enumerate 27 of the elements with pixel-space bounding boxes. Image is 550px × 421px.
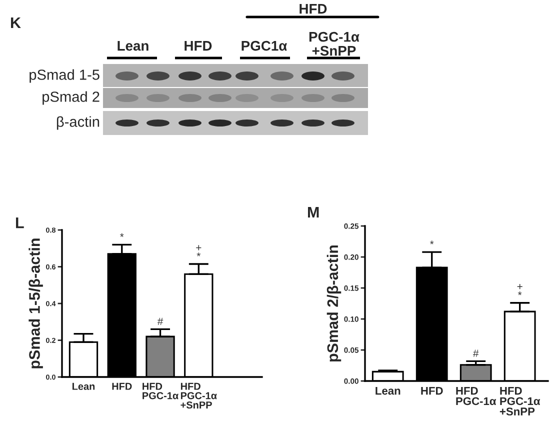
chart-title: M	[308, 207, 319, 218]
text: PGC1α	[242, 40, 288, 51]
text: pSmad 1-5	[30, 69, 100, 83]
text: HFD	[300, 4, 327, 14]
text: PGC-1α +SnPP	[309, 32, 360, 56]
annotation: + *	[517, 284, 522, 296]
x-tick-label: HFD	[421, 386, 443, 395]
text: pSmad 2	[42, 91, 100, 105]
annotation: *	[430, 240, 434, 244]
text: Lean	[118, 41, 148, 51]
x-tick-label: HFD PGC-1α	[142, 382, 179, 400]
text: K	[11, 17, 21, 28]
annotation: #	[157, 318, 164, 325]
text: HFD	[184, 41, 212, 51]
annotation: #	[473, 350, 479, 357]
x-tick-label: HFD PGC-1α	[456, 386, 496, 406]
y-axis-title: pSmad 2/β-actin	[326, 245, 342, 362]
text: β-actin	[56, 116, 100, 130]
x-tick-label: HFD PGC-1α +SnPP	[500, 386, 540, 416]
annotation: + *	[196, 245, 202, 256]
x-tick-label: HFD PGC-1α +SnPP	[180, 382, 217, 409]
annotation: *	[120, 233, 124, 237]
chart-title: L	[16, 218, 24, 228]
x-tick-label: Lean	[376, 386, 400, 395]
x-tick-label: HFD	[112, 382, 132, 390]
y-axis-title: pSmad 1-5/β-actin	[28, 238, 43, 368]
x-tick-label: Lean	[72, 382, 95, 390]
